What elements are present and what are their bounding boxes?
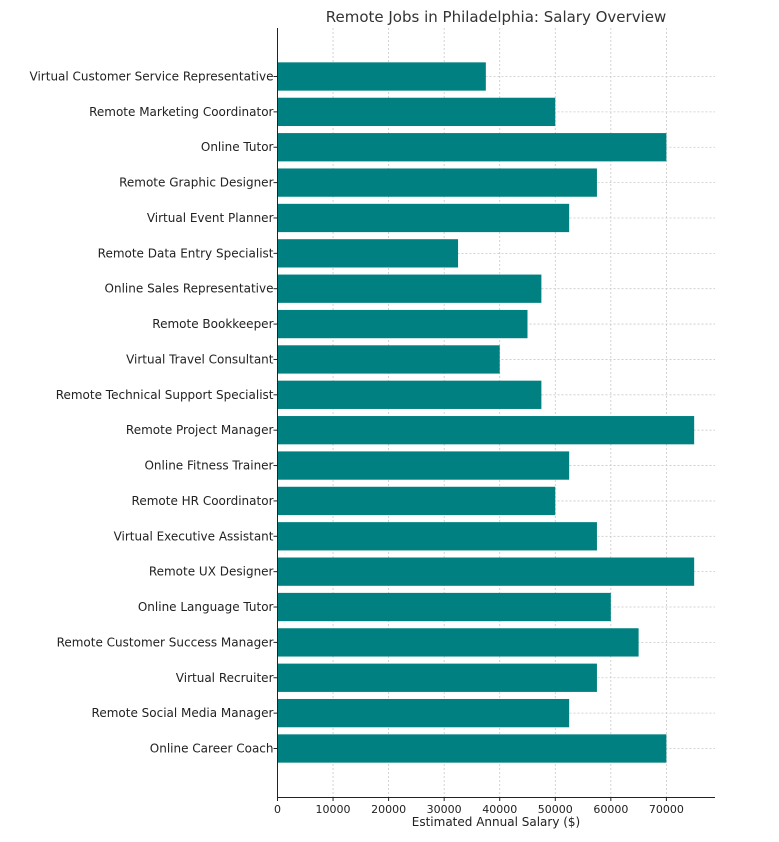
category-label: Online Career Coach: [150, 742, 274, 756]
category-label: Remote Project Manager: [126, 423, 274, 437]
x-tick-label: 0: [274, 803, 281, 816]
bar: [277, 97, 556, 127]
chart-title: Remote Jobs in Philadelphia: Salary Over…: [326, 8, 667, 26]
bar-layer: [277, 62, 695, 763]
bar: [277, 663, 597, 692]
bar: [277, 309, 528, 339]
bar: [277, 592, 611, 622]
category-label: Remote Social Media Manager: [92, 706, 274, 720]
x-tick-label: 20000: [371, 803, 406, 816]
x-tick-label: 10000: [316, 803, 351, 816]
category-labels: Virtual Customer Service Representative R…: [30, 70, 278, 756]
bar: [277, 486, 556, 516]
x-tick-label: 30000: [427, 803, 462, 816]
bar: [277, 416, 695, 445]
category-label: Virtual Travel Consultant: [126, 352, 274, 366]
category-label: Virtual Recruiter: [176, 671, 274, 685]
x-tick-label: 70000: [649, 803, 684, 816]
category-label: Remote Technical Support Specialist: [56, 388, 274, 402]
category-label: Remote Bookkeeper: [152, 317, 273, 331]
bar: [277, 522, 597, 551]
category-label: Remote Marketing Coordinator: [89, 105, 273, 119]
category-label: Virtual Executive Assistant: [114, 529, 274, 543]
x-axis-label: Estimated Annual Salary ($): [412, 815, 580, 829]
bar: [277, 698, 570, 728]
category-label: Online Language Tutor: [138, 600, 274, 614]
bar: [277, 133, 667, 162]
category-label: Remote HR Coordinator: [132, 494, 274, 508]
bar: [277, 734, 667, 763]
category-label: Remote UX Designer: [149, 565, 274, 579]
bar: [277, 380, 542, 409]
x-tick-label: 60000: [593, 803, 628, 816]
bar: [277, 168, 597, 197]
bar: [277, 345, 500, 374]
x-tick-label: 40000: [482, 803, 517, 816]
category-label: Remote Graphic Designer: [119, 176, 273, 190]
bar: [277, 62, 486, 91]
category-label: Virtual Customer Service Representative: [30, 70, 274, 84]
category-label: Remote Data Entry Specialist: [98, 246, 274, 260]
bar: [277, 274, 542, 303]
x-ticks: 0 10000 20000 30000 40000 50000 60000 70000: [274, 797, 684, 816]
bar: [277, 628, 639, 657]
bar: [277, 451, 570, 480]
category-label: Online Sales Representative: [105, 282, 274, 296]
bar: [277, 239, 459, 268]
category-label: Online Fitness Trainer: [144, 459, 273, 473]
axes: [277, 28, 715, 798]
category-label: Online Tutor: [201, 140, 274, 154]
bar: [277, 557, 695, 586]
bar: [277, 203, 570, 233]
category-label: Virtual Event Planner: [147, 211, 274, 225]
x-tick-label: 50000: [538, 803, 573, 816]
category-label: Remote Customer Success Manager: [57, 635, 274, 649]
